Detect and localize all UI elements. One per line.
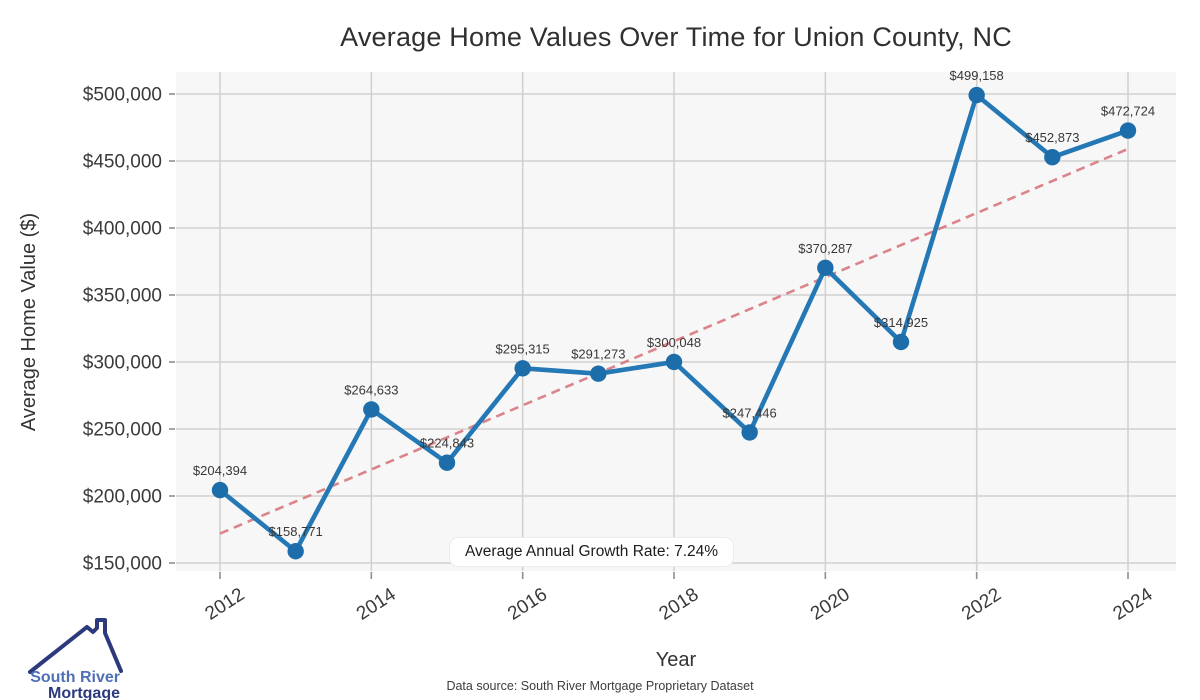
plot-area <box>176 72 1176 571</box>
x-tick-label: 2014 <box>353 584 400 625</box>
growth-rate-annotation: Average Annual Growth Rate: 7.24% <box>450 538 734 566</box>
data-point-label: $247,446 <box>723 405 777 420</box>
x-tick-label: 2012 <box>202 584 249 625</box>
data-point <box>1119 122 1137 139</box>
y-tick-label: $300,000 <box>83 353 162 374</box>
y-tick-label: $150,000 <box>83 554 162 575</box>
data-point-label: $158,771 <box>269 524 323 539</box>
data-point-label: $472,724 <box>1101 104 1155 119</box>
data-point <box>665 353 683 371</box>
data-point <box>817 259 834 277</box>
data-point-label: $295,315 <box>496 341 550 356</box>
data-point <box>287 543 304 560</box>
data-point-label: $291,273 <box>571 347 625 362</box>
data-point-label: $224,843 <box>420 436 474 451</box>
data-point-label: $499,158 <box>950 68 1004 83</box>
logo-text-south-river: South River <box>30 669 120 686</box>
y-tick-label: $400,000 <box>83 219 162 240</box>
data-point-label: $370,287 <box>798 241 852 256</box>
data-point <box>1044 148 1061 166</box>
data-point-label: $264,633 <box>344 382 398 397</box>
logo-text-mortgage: Mortgage <box>48 685 120 700</box>
data-point <box>363 401 380 418</box>
x-tick-label: 2022 <box>958 584 1005 625</box>
data-point <box>892 333 910 351</box>
x-tick-label: 2024 <box>1110 584 1157 625</box>
data-point <box>438 454 456 471</box>
data-point-label: $314,925 <box>874 315 928 330</box>
data-point <box>211 481 229 499</box>
y-tick-label: $200,000 <box>83 487 162 508</box>
x-axis-label: Year <box>655 649 697 671</box>
house-roof-icon <box>28 618 123 674</box>
x-tick-label: 2020 <box>807 584 854 625</box>
chart-title: Average Home Values Over Time for Union … <box>340 22 1012 52</box>
y-tick-label: $250,000 <box>83 420 162 441</box>
y-tick-label: $450,000 <box>83 152 162 173</box>
data-source-note: Data source: South River Mortgage Propri… <box>446 679 754 693</box>
data-point-label: $452,873 <box>1025 130 1079 145</box>
y-tick-label: $350,000 <box>83 286 162 307</box>
data-point <box>741 424 758 441</box>
y-axis-label: Average Home Value ($) <box>18 212 40 432</box>
data-point <box>968 86 985 104</box>
x-tick-label: 2016 <box>504 584 551 625</box>
data-point-label: $204,394 <box>193 463 247 478</box>
x-tick-label: 2018 <box>656 584 703 625</box>
data-point <box>514 360 531 377</box>
data-point <box>590 365 607 382</box>
data-point-label: $300,048 <box>647 335 701 350</box>
y-tick-label: $500,000 <box>83 85 162 106</box>
company-logo: South River Mortgage <box>28 618 123 700</box>
